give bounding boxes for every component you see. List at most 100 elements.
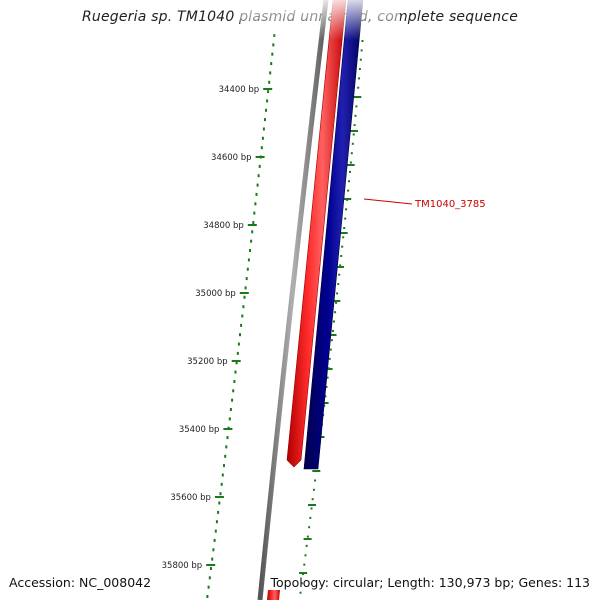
ruler-minor-tick (266, 99, 269, 103)
outer-ruler-minor-tick (337, 283, 340, 286)
outer-ruler-major-tick (303, 538, 312, 540)
feature-forward-strand-gene-lower[interactable] (267, 590, 280, 600)
ruler-minor-tick (272, 43, 275, 47)
ruler-minor-tick (220, 482, 223, 486)
ruler-minor-tick (215, 520, 218, 524)
ruler-minor-tick (223, 464, 225, 468)
outer-ruler-minor-tick (343, 227, 346, 229)
outer-ruler-major-tick (350, 130, 358, 132)
outer-ruler-minor-tick (342, 236, 345, 239)
ruler-minor-tick (212, 548, 215, 552)
ruler-minor-tick (252, 221, 255, 224)
ruler-major-tick (255, 156, 265, 158)
outer-ruler-minor-tick (350, 152, 353, 155)
feature-tm1040-3785[interactable] (303, 0, 364, 470)
outer-ruler-major-tick (346, 164, 355, 166)
summary-text: Topology: circular; Length: 130,973 bp; … (270, 575, 591, 590)
ruler-labels: 34400 bp 34600 bp 34800 bp 35000 bp 35200 bp… (162, 85, 260, 571)
ruler-major-tick (223, 428, 233, 430)
outer-ruler-minor-tick (360, 49, 363, 52)
ruler-minor-tick (232, 389, 235, 393)
outer-ruler-minor-tick (324, 395, 327, 398)
ruler-minor-tick (262, 127, 265, 131)
outer-ruler-minor-tick (358, 68, 361, 70)
outer-ruler-minor-tick (358, 77, 360, 80)
ruler-minor-tick (234, 370, 237, 374)
ruler-minor-tick (226, 436, 229, 440)
outer-ruler-major-tick (332, 300, 341, 302)
outer-ruler-major-tick (308, 504, 316, 506)
outer-ruler-minor-tick (312, 488, 315, 491)
outer-ruler-minor-tick (303, 563, 306, 566)
ruler-minor-tick (249, 249, 251, 252)
outer-ruler-minor-tick (336, 292, 339, 295)
ruler-minor-tick (261, 136, 264, 140)
ruler-minor-tick (268, 80, 271, 84)
ruler-minor-tick (241, 314, 244, 318)
feature-label-tm1040-3785[interactable]: TM1040_3785 (414, 199, 486, 210)
ruler-label: 35600 bp (170, 493, 211, 503)
ruler-minor-tick (211, 557, 214, 561)
ruler-minor-tick (235, 361, 238, 365)
outer-ruler-minor-tick (348, 180, 350, 183)
ruler-major-tick (206, 564, 216, 566)
outer-ruler-minor-tick (311, 498, 314, 501)
outer-ruler-minor-tick (339, 264, 342, 267)
feature-label-leader-line (363, 198, 413, 205)
ruler-minor-tick (264, 118, 266, 122)
outer-ruler-minor-tick (308, 526, 311, 529)
ruler-minor-tick (270, 62, 273, 66)
outer-ruler-major-tick (343, 198, 352, 200)
outer-ruler-minor-tick (334, 311, 337, 314)
ruler-minor-tick (207, 585, 210, 589)
ruler-minor-tick (254, 202, 257, 206)
ruler-minor-tick (257, 174, 260, 178)
ruler-label: 35000 bp (195, 289, 236, 299)
ruler-minor-tick (236, 351, 239, 355)
ruler-minor-tick (237, 342, 240, 346)
ruler-major-ticks (206, 88, 273, 566)
outer-ruler-minor-tick (344, 217, 347, 220)
outer-ruler-major-tick (312, 470, 321, 472)
outer-ruler-minor-tick (340, 255, 343, 257)
feature-forward-strand-gene[interactable] (286, 0, 347, 468)
outer-ruler-minor-tick (330, 339, 333, 342)
outer-ruler-minor-tick (305, 544, 308, 547)
ruler-label: 35200 bp (187, 357, 228, 367)
top-fade (240, 0, 400, 40)
ruler-minor-tick (218, 501, 221, 505)
ruler-minor-tick (256, 183, 259, 187)
ruler-minor-tick (239, 333, 241, 337)
ruler-minor-tick (214, 529, 217, 533)
ruler-label: 34800 bp (203, 221, 244, 231)
ruler-minor-tick (231, 398, 234, 402)
outer-ruler-minor-tick (355, 105, 358, 108)
ruler-minor-tick (240, 323, 243, 327)
outer-ruler-minor-tick (353, 124, 356, 127)
ruler-minor-tick (251, 230, 254, 234)
ruler-minor-tick (250, 239, 253, 243)
ruler-minor-tick (247, 258, 250, 262)
ruler-minor-tick (265, 108, 267, 112)
ruler-minor-tick (245, 277, 248, 281)
ruler-minor-tick (206, 595, 209, 598)
outer-ruler-minor-tick (329, 348, 332, 351)
outer-ruler-minor-tick (333, 320, 335, 323)
outer-ruler-minor-tick (349, 161, 352, 164)
ruler-minor-tick (221, 473, 224, 477)
outer-ruler-minor-tick (338, 273, 341, 276)
outer-ruler-minor-tick (341, 245, 344, 248)
outer-ruler-minor-tick (357, 86, 360, 89)
ruler-minor-tick (219, 492, 222, 496)
ruler-minor-tick (260, 146, 263, 150)
ruler-minor-tick (258, 164, 261, 168)
ruler-major-tick (231, 360, 241, 362)
ruler-minor-tick (271, 52, 274, 56)
ruler-minor-tick (269, 71, 272, 75)
outer-ruler-minor-tick (332, 329, 334, 332)
outer-ruler-minor-tick (335, 301, 338, 304)
outer-ruler-minor-tick (304, 554, 307, 557)
outer-ruler-minor-tick (359, 58, 362, 61)
